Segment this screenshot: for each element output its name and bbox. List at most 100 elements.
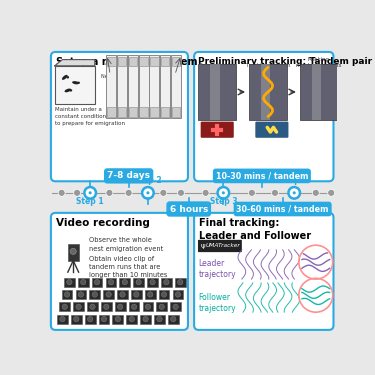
Text: UMATracker: UMATracker — [206, 243, 241, 249]
Circle shape — [78, 292, 84, 297]
FancyBboxPatch shape — [194, 213, 333, 330]
Text: Video recording: Video recording — [56, 218, 149, 228]
Bar — [171, 55, 181, 118]
Bar — [87, 302, 98, 311]
Bar — [249, 64, 287, 120]
Circle shape — [134, 292, 139, 297]
Circle shape — [60, 316, 65, 322]
Bar — [170, 302, 181, 311]
Bar — [129, 57, 137, 66]
Bar — [129, 302, 140, 311]
Text: Masking
non-tandem ants: Masking non-tandem ants — [296, 57, 342, 68]
Bar — [133, 278, 144, 287]
Bar — [150, 55, 159, 118]
Text: Observe the whole
nest emigration event: Observe the whole nest emigration event — [89, 237, 164, 252]
Text: Tracking tandem: Tracking tandem — [246, 63, 290, 68]
Bar — [62, 290, 72, 299]
Circle shape — [202, 189, 209, 196]
Text: Old nest: Old nest — [160, 74, 180, 79]
Circle shape — [291, 189, 298, 196]
Text: Obtain video clip of
tandem runs that are
longer than 10 minutes: Obtain video clip of tandem runs that ar… — [89, 256, 168, 278]
Bar — [261, 64, 270, 120]
Bar — [312, 64, 321, 120]
Bar — [112, 315, 123, 324]
Text: ψ: ψ — [201, 243, 206, 249]
Circle shape — [312, 189, 319, 196]
Text: Preliminary tracking: Tandem pair: Preliminary tracking: Tandem pair — [198, 57, 372, 66]
Circle shape — [74, 316, 79, 322]
Circle shape — [146, 191, 150, 194]
Circle shape — [161, 292, 167, 297]
Bar — [59, 302, 70, 311]
Bar — [129, 107, 137, 117]
Circle shape — [120, 292, 125, 297]
Text: Step 3: Step 3 — [210, 196, 237, 206]
Ellipse shape — [62, 75, 68, 80]
Circle shape — [70, 248, 76, 255]
Circle shape — [87, 316, 93, 322]
Circle shape — [76, 304, 81, 309]
Bar — [92, 278, 102, 287]
Circle shape — [67, 279, 72, 285]
Circle shape — [272, 189, 278, 196]
Circle shape — [164, 279, 169, 285]
Bar — [71, 315, 82, 324]
Ellipse shape — [70, 89, 72, 92]
Circle shape — [177, 189, 184, 196]
Bar — [126, 315, 137, 324]
Bar — [175, 278, 186, 287]
Circle shape — [220, 189, 227, 196]
Bar — [118, 57, 126, 66]
Bar — [140, 57, 148, 66]
Bar — [73, 302, 84, 311]
Bar — [198, 64, 237, 120]
Text: Setup a recording system: Setup a recording system — [56, 57, 197, 66]
Circle shape — [173, 304, 178, 309]
Text: Ant colony: Ant colony — [56, 65, 89, 70]
Circle shape — [292, 191, 296, 194]
Bar — [210, 64, 219, 120]
Bar — [161, 278, 172, 287]
Bar — [101, 302, 112, 311]
Bar — [156, 302, 167, 311]
Text: Original video: Original video — [199, 63, 236, 68]
Circle shape — [145, 304, 151, 309]
Bar — [117, 55, 127, 118]
Bar — [140, 107, 148, 117]
Circle shape — [157, 316, 162, 322]
Circle shape — [136, 279, 141, 285]
FancyBboxPatch shape — [55, 66, 95, 104]
Bar — [128, 55, 138, 118]
Bar — [150, 57, 159, 66]
FancyBboxPatch shape — [201, 122, 234, 138]
Bar — [159, 290, 170, 299]
Circle shape — [125, 189, 132, 196]
Circle shape — [143, 316, 148, 322]
FancyBboxPatch shape — [198, 240, 242, 252]
Text: 7-8 days: 7-8 days — [107, 171, 150, 180]
Bar — [172, 290, 183, 299]
Bar — [161, 57, 170, 66]
Bar — [172, 107, 180, 117]
Bar — [145, 290, 156, 299]
Text: Step 4: Step 4 — [280, 176, 308, 185]
Circle shape — [171, 316, 176, 322]
Circle shape — [108, 279, 114, 285]
Bar — [57, 315, 68, 324]
FancyBboxPatch shape — [194, 52, 333, 181]
Bar — [78, 278, 88, 287]
Bar — [131, 290, 142, 299]
Bar — [103, 290, 114, 299]
Bar — [142, 302, 153, 311]
Bar — [68, 244, 79, 261]
Circle shape — [81, 279, 86, 285]
Circle shape — [115, 316, 121, 322]
Bar — [161, 107, 170, 117]
Circle shape — [101, 316, 107, 322]
Bar — [150, 107, 159, 117]
Circle shape — [131, 304, 137, 309]
Circle shape — [64, 292, 70, 297]
Bar — [147, 278, 158, 287]
Bar — [119, 278, 130, 287]
Text: Final tracking:
Leader and Follower: Final tracking: Leader and Follower — [199, 218, 311, 241]
